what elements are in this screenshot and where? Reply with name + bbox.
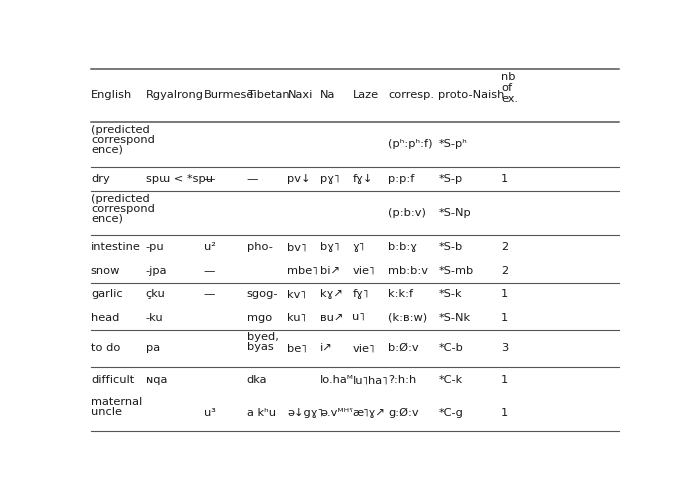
Text: snow: snow	[91, 266, 121, 276]
Text: æ˥ɣ↗: æ˥ɣ↗	[353, 408, 385, 418]
Text: k:k:f: k:k:f	[389, 289, 414, 299]
Text: ?:h:h: ?:h:h	[389, 376, 416, 386]
Text: pa: pa	[146, 343, 160, 353]
Text: (predicted: (predicted	[91, 194, 150, 204]
Text: of: of	[501, 83, 512, 93]
Text: ence): ence)	[91, 144, 123, 154]
Text: Burmese: Burmese	[204, 90, 254, 101]
Text: kv˥: kv˥	[288, 289, 306, 299]
Text: maternal: maternal	[91, 397, 142, 407]
Text: to do: to do	[91, 343, 121, 353]
Text: uncle: uncle	[91, 407, 122, 417]
Text: ɣ˥: ɣ˥	[353, 242, 365, 252]
Text: (pʰ:pʰ:f): (pʰ:pʰ:f)	[389, 140, 433, 149]
Text: u˥: u˥	[353, 313, 365, 323]
Text: sgog-: sgog-	[247, 289, 278, 299]
Text: Rgyalrong: Rgyalrong	[146, 90, 204, 101]
Text: kɣ↗: kɣ↗	[320, 289, 343, 299]
Text: 2: 2	[501, 266, 509, 276]
Text: —: —	[204, 174, 215, 184]
Text: 1: 1	[501, 174, 509, 184]
Text: a kʰu: a kʰu	[247, 408, 276, 418]
Text: i↗: i↗	[320, 343, 333, 353]
Text: garlic: garlic	[91, 289, 123, 299]
Text: (p:b:v): (p:b:v)	[389, 208, 426, 218]
Text: p:p:f: p:p:f	[389, 174, 415, 184]
Text: g:Ø:v: g:Ø:v	[389, 408, 419, 418]
Text: ə↓gɣ˥: ə↓gɣ˥	[288, 408, 324, 418]
Text: head: head	[91, 313, 119, 323]
Text: pho-: pho-	[247, 242, 272, 252]
Text: corresp.: corresp.	[389, 90, 435, 101]
Text: mbe˥: mbe˥	[288, 266, 318, 276]
Text: fɣ↓: fɣ↓	[353, 174, 373, 184]
Text: lo.haᴹ: lo.haᴹ	[320, 376, 354, 386]
Text: 3: 3	[501, 343, 509, 353]
Text: *S-b: *S-b	[439, 242, 463, 252]
Text: (k:в:w): (k:в:w)	[389, 313, 428, 323]
Text: *S-p: *S-p	[439, 174, 463, 184]
Text: spɯ < *spu: spɯ < *spu	[146, 174, 213, 184]
Text: —: —	[247, 174, 258, 184]
Text: bv˥: bv˥	[288, 242, 307, 252]
Text: lu˥ha˥: lu˥ha˥	[353, 376, 388, 386]
Text: intestine: intestine	[91, 242, 141, 252]
Text: English: English	[91, 90, 132, 101]
Text: byas: byas	[247, 342, 274, 352]
Text: -jpa: -jpa	[146, 266, 167, 276]
Text: *S-k: *S-k	[439, 289, 462, 299]
Text: вu↗: вu↗	[320, 313, 344, 323]
Text: dka: dka	[247, 376, 267, 386]
Text: *S-Np: *S-Np	[439, 208, 471, 218]
Text: proto-Naish: proto-Naish	[439, 90, 505, 101]
Text: mb:b:v: mb:b:v	[389, 266, 428, 276]
Text: pv↓: pv↓	[288, 174, 311, 184]
Text: vie˥: vie˥	[353, 343, 375, 353]
Text: ence): ence)	[91, 213, 123, 223]
Text: Tibetan: Tibetan	[247, 90, 289, 101]
Text: 1: 1	[501, 313, 509, 323]
Text: *S-mb: *S-mb	[439, 266, 473, 276]
Text: bi↗: bi↗	[320, 266, 340, 276]
Text: ex.: ex.	[501, 95, 518, 105]
Text: byed,: byed,	[247, 332, 279, 342]
Text: 1: 1	[501, 408, 509, 418]
Text: correspond: correspond	[91, 204, 155, 213]
Text: mgo: mgo	[247, 313, 272, 323]
Text: (predicted: (predicted	[91, 125, 150, 135]
Text: -ku: -ku	[146, 313, 164, 323]
Text: *C-k: *C-k	[439, 376, 463, 386]
Text: Na: Na	[320, 90, 335, 101]
Text: -pu: -pu	[146, 242, 164, 252]
Text: Laze: Laze	[353, 90, 378, 101]
Text: nb: nb	[501, 71, 516, 82]
Text: b:Ø:v: b:Ø:v	[389, 343, 419, 353]
Text: be˥: be˥	[288, 343, 307, 353]
Text: 1: 1	[501, 289, 509, 299]
Text: *C-g: *C-g	[439, 408, 464, 418]
Text: ɴqa: ɴqa	[146, 376, 167, 386]
Text: *S-Nk: *S-Nk	[439, 313, 471, 323]
Text: —: —	[204, 289, 215, 299]
Text: —: —	[204, 266, 215, 276]
Text: b:b:ɣ: b:b:ɣ	[389, 242, 417, 252]
Text: dry: dry	[91, 174, 109, 184]
Text: correspond: correspond	[91, 135, 155, 144]
Text: Naxi: Naxi	[288, 90, 313, 101]
Text: u²: u²	[204, 242, 216, 252]
Text: u³: u³	[204, 408, 216, 418]
Text: 1: 1	[501, 376, 509, 386]
Text: ku˥: ku˥	[288, 313, 306, 323]
Text: 2: 2	[501, 242, 509, 252]
Text: vie˥: vie˥	[353, 266, 375, 276]
Text: bɣ˥: bɣ˥	[320, 242, 340, 252]
Text: *C-b: *C-b	[439, 343, 464, 353]
Text: pɣ˥: pɣ˥	[320, 174, 340, 184]
Text: difficult: difficult	[91, 376, 134, 386]
Text: *S-pʰ: *S-pʰ	[439, 140, 467, 149]
Text: fɣ˥: fɣ˥	[353, 289, 369, 299]
Text: çku: çku	[146, 289, 166, 299]
Text: ə.vᴹᴴˤ: ə.vᴹᴴˤ	[320, 408, 353, 418]
